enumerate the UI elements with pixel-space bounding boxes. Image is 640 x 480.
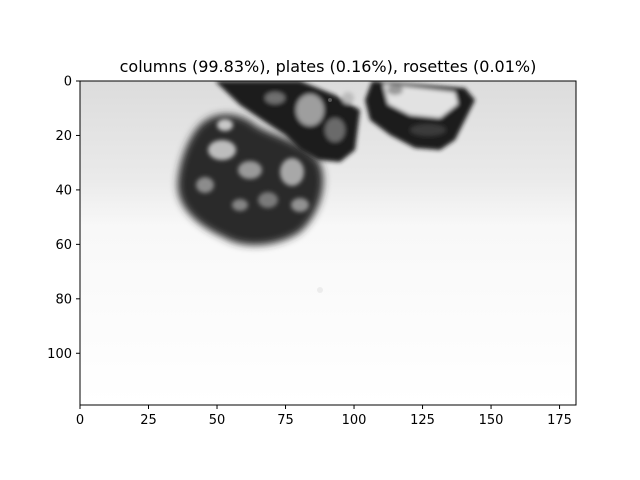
x-tick-label: 25	[140, 413, 157, 428]
x-tick-label: 0	[76, 413, 84, 428]
y-tick-label: 40	[55, 183, 72, 198]
y-tick-label: 60	[55, 238, 72, 253]
y-tick-label: 20	[55, 129, 72, 144]
x-tick-label: 100	[342, 413, 367, 428]
x-tick-label: 75	[277, 413, 294, 428]
x-tick-label: 125	[410, 413, 435, 428]
x-tick-label: 175	[547, 413, 572, 428]
y-tick-label: 100	[47, 347, 72, 362]
crystal-image	[80, 81, 576, 405]
y-tick-label: 80	[55, 292, 72, 307]
axes-frame	[79, 80, 577, 406]
y-axis: 0 20 40 60 80 100	[47, 75, 80, 362]
x-tick-label: 50	[209, 413, 226, 428]
x-axis: 0 25 50 75 100 125 150 175	[76, 405, 572, 428]
x-tick-label: 150	[479, 413, 504, 428]
figure-title: columns (99.83%), plates (0.16%), rosett…	[120, 57, 537, 76]
y-tick-label: 0	[64, 75, 72, 90]
